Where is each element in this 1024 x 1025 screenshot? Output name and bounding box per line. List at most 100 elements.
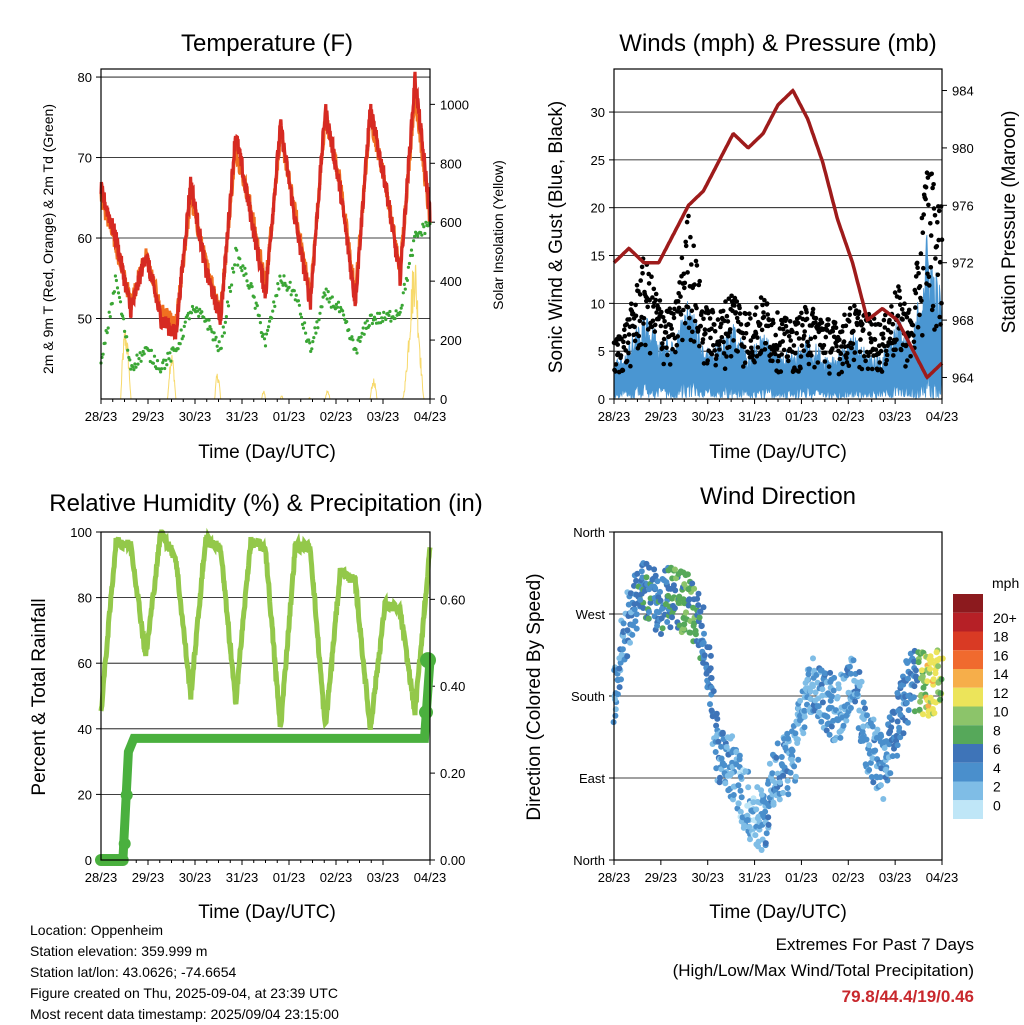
gust-point [665, 352, 670, 358]
winds-plot-area: 0 5 10 15 20 25 30 964 968 972 976 980 984 28/23 29/23… [591, 68, 974, 424]
direction-point [654, 578, 661, 585]
gust-point [628, 363, 633, 369]
direction-point [769, 770, 776, 777]
gust-point [810, 306, 816, 312]
dewpoint-point [167, 357, 171, 361]
direction-point [818, 718, 825, 725]
dewpoint-point [238, 257, 242, 261]
dewpoint-point [107, 310, 111, 314]
direction-point [673, 575, 679, 582]
direction-point [718, 755, 725, 762]
gust-point [693, 258, 699, 264]
temperature-y2label: Solar Insolation (Yellow) [490, 160, 506, 310]
dewpoint-point [240, 269, 244, 273]
direction-point [763, 830, 770, 837]
direction-point [792, 730, 799, 737]
dewpoint-point [187, 317, 191, 321]
gust-point [915, 324, 921, 330]
gust-point [700, 337, 706, 342]
gust-point [675, 334, 680, 339]
dewpoint-point [311, 340, 315, 344]
direction-point [788, 756, 795, 763]
direction-point [776, 796, 783, 803]
gust-point [825, 322, 831, 328]
gust-point [622, 333, 628, 339]
direction-point [900, 730, 907, 737]
direction-point [856, 707, 863, 714]
gust-point [667, 306, 673, 312]
direction-point [685, 602, 692, 609]
gust-point [780, 326, 786, 332]
gust-point [869, 366, 875, 372]
dewpoint-point [278, 274, 282, 278]
dewpoint-point [387, 313, 391, 317]
dewpoint-point [313, 326, 317, 330]
dewpoint-point [137, 357, 141, 361]
y2-tick-label: 400 [440, 274, 462, 289]
direction-point [924, 678, 931, 685]
direction-point [728, 770, 735, 777]
direction-point [670, 582, 677, 589]
legend-swatch [953, 744, 983, 763]
direction-point [719, 729, 726, 736]
gust-point [799, 343, 805, 348]
direction-point [669, 614, 675, 621]
gust-point [851, 328, 856, 334]
direction-point [852, 698, 859, 705]
direction-point [785, 735, 792, 742]
gust-point [717, 347, 722, 352]
gust-point [713, 362, 718, 368]
station-info: Location: Oppenheim Station elevation: 3… [30, 920, 339, 1025]
precip-point [118, 837, 131, 850]
dewpoint-point [227, 285, 232, 290]
plot-border [613, 68, 943, 400]
gust-point [833, 325, 839, 331]
gust-point [845, 351, 850, 356]
dewpoint-point [196, 309, 200, 313]
gust-point [680, 337, 685, 343]
dewpoint-point [393, 316, 397, 321]
direction-point [831, 737, 838, 744]
direction-point [831, 674, 838, 681]
direction-point [904, 719, 911, 726]
gust-point [689, 262, 694, 267]
dewpoint-point [421, 222, 425, 226]
gust-point [629, 301, 634, 307]
gust-point [861, 327, 866, 332]
x-tick-label: 03/23 [879, 870, 912, 885]
x-tick-label: 30/23 [691, 870, 724, 885]
winds-panel: Winds (mph) & Pressure (mb) 0 5 10 15 20 25 30… [546, 30, 1020, 463]
gust-point [639, 264, 645, 270]
dewpoint-point [280, 281, 284, 285]
direction-point [806, 666, 813, 673]
y-tick-label: 20 [591, 201, 605, 216]
gust-point [795, 320, 801, 326]
gust-point [632, 324, 637, 330]
gust-point [799, 310, 804, 316]
dewpoint-point [221, 325, 225, 329]
gust-point [759, 327, 765, 333]
direction-point [894, 752, 901, 759]
gust-point [638, 342, 644, 347]
direction-point [652, 585, 659, 592]
gust-point [663, 330, 669, 335]
gust-point [740, 330, 746, 336]
direction-point [805, 671, 812, 678]
gust-point [863, 358, 868, 364]
gust-point [934, 244, 940, 249]
direction-point [612, 712, 619, 719]
gust-point [850, 341, 856, 347]
direction-point [627, 590, 634, 597]
dewpoint-point [378, 311, 382, 315]
direction-point [928, 657, 935, 663]
legend-label: 4 [993, 760, 1001, 776]
speed-legend: mph 0 2 4 6 8 10 12 14 16 18 20+ [953, 575, 1019, 819]
dewpoint-point [223, 320, 227, 324]
gust-point [897, 288, 902, 293]
dewpoint-point [316, 326, 320, 330]
gust-point [686, 213, 691, 219]
direction-point [700, 639, 707, 646]
direction-ylabel: Direction (Colored By Speed) [524, 573, 545, 820]
gust-point [884, 357, 889, 363]
dewpoint-point [257, 314, 261, 318]
